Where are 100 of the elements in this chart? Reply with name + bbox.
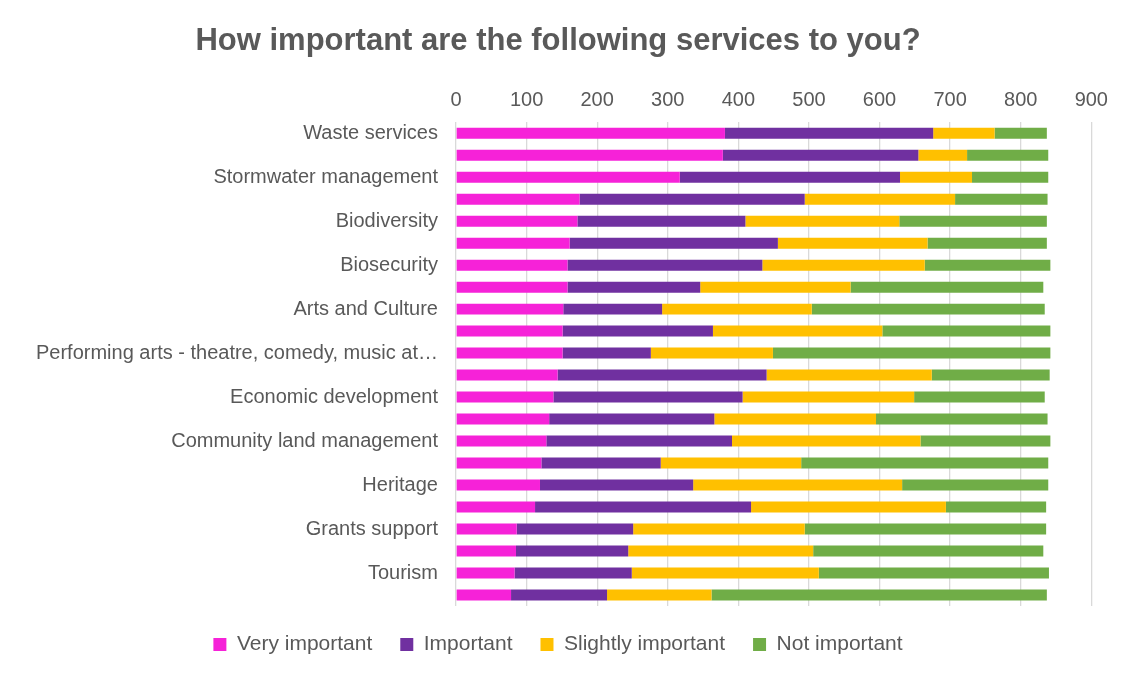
legend-label: Important xyxy=(423,631,513,655)
x-tick-label: 400 xyxy=(721,87,756,110)
y-tick-label: Biosecurity xyxy=(340,252,438,275)
bar xyxy=(818,567,1049,579)
y-tick-label: Grants support xyxy=(305,516,439,539)
bar xyxy=(742,391,915,403)
bar xyxy=(515,545,629,557)
bar xyxy=(562,347,651,359)
bar xyxy=(931,369,1050,381)
bar xyxy=(456,435,547,447)
x-tick-label: 0 xyxy=(450,87,462,110)
bar xyxy=(567,259,763,271)
y-tick-label: Stormwater management xyxy=(213,164,439,187)
bar xyxy=(511,589,608,601)
y-tick-label: Waste services xyxy=(303,120,438,143)
bar xyxy=(801,457,1049,469)
bar xyxy=(456,347,563,359)
chart-title: How important are the following services to you? xyxy=(195,22,921,58)
bar xyxy=(967,149,1049,161)
bar xyxy=(745,215,900,227)
bar xyxy=(546,435,732,447)
bar xyxy=(456,501,536,513)
bar xyxy=(456,237,570,249)
x-tick-label: 100 xyxy=(509,87,544,110)
x-tick-label: 600 xyxy=(862,87,897,110)
bar xyxy=(456,281,568,293)
bar xyxy=(945,501,1047,513)
bar xyxy=(631,567,819,579)
bar xyxy=(456,149,723,161)
y-tick-label: Arts and Culture xyxy=(293,296,438,319)
bar xyxy=(724,127,934,139)
bar xyxy=(693,479,903,491)
x-tick-label: 300 xyxy=(651,87,685,110)
bar xyxy=(732,435,921,447)
bar xyxy=(711,589,1047,601)
bar xyxy=(569,237,778,249)
bar xyxy=(714,413,877,425)
bar xyxy=(456,589,512,601)
y-tick-label: Biodiversity xyxy=(335,208,438,231)
x-tick-label: 800 xyxy=(1004,87,1038,110)
y-tick-label: Economic development xyxy=(230,384,439,407)
bar xyxy=(516,523,634,535)
bar xyxy=(899,215,1047,227)
bar xyxy=(927,237,1047,249)
bar xyxy=(662,303,812,315)
bar xyxy=(563,303,663,315)
bar xyxy=(804,523,1047,535)
bar xyxy=(762,259,925,271)
legend-label: Very important xyxy=(236,631,373,655)
bar xyxy=(766,369,932,381)
bar xyxy=(456,215,578,227)
bar xyxy=(882,325,1051,337)
legend-label: Not important xyxy=(776,631,903,655)
x-tick-label: 900 xyxy=(1074,87,1108,110)
bar xyxy=(456,479,540,491)
bar xyxy=(633,523,805,535)
bar xyxy=(918,149,968,161)
bar xyxy=(541,457,661,469)
bar xyxy=(920,435,1051,447)
bar xyxy=(933,127,995,139)
bar xyxy=(772,347,1051,359)
bar xyxy=(712,325,883,337)
bar xyxy=(539,479,694,491)
bar xyxy=(456,567,515,579)
x-tick-label: 700 xyxy=(933,87,967,110)
bar xyxy=(751,501,946,513)
bar xyxy=(456,325,563,337)
bar xyxy=(553,391,743,403)
bar xyxy=(804,193,956,205)
bar xyxy=(456,545,516,557)
bar xyxy=(557,369,767,381)
bar xyxy=(549,413,715,425)
bar xyxy=(660,457,802,469)
bar xyxy=(650,347,773,359)
bar xyxy=(456,303,564,315)
legend-label: Slightly important xyxy=(563,631,726,655)
bar xyxy=(811,303,1045,315)
bar xyxy=(850,281,1044,293)
bar xyxy=(722,149,919,161)
bar xyxy=(914,391,1045,403)
bar xyxy=(514,567,632,579)
bar xyxy=(777,237,928,249)
bar xyxy=(900,171,973,183)
bar xyxy=(628,545,814,557)
bar xyxy=(924,259,1051,271)
bar xyxy=(567,281,701,293)
bar xyxy=(876,413,1048,425)
bar xyxy=(902,479,1049,491)
bar xyxy=(700,281,851,293)
bar xyxy=(456,523,517,535)
x-tick-label: 200 xyxy=(580,87,614,110)
bar xyxy=(994,127,1047,139)
bar xyxy=(579,193,805,205)
bar xyxy=(535,501,752,513)
bar xyxy=(955,193,1048,205)
y-tick-label: Heritage xyxy=(362,472,438,495)
bar xyxy=(456,391,554,403)
bar xyxy=(456,369,558,381)
y-tick-label: Community land management xyxy=(171,428,439,451)
bar xyxy=(456,457,542,469)
